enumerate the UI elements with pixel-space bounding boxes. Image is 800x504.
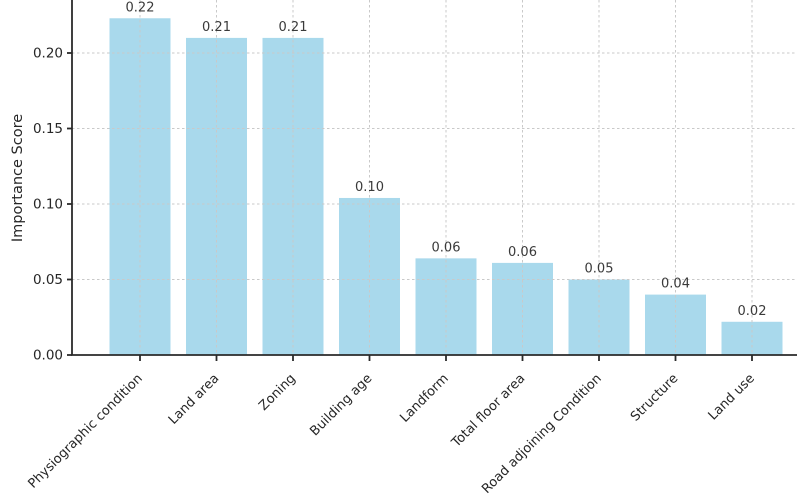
- bar-value-label: 0.06: [508, 245, 537, 260]
- y-tick-label: 0.05: [33, 272, 63, 288]
- bar: [645, 294, 706, 355]
- y-tick-label: 0.20: [33, 46, 63, 62]
- grid-layer: [72, 0, 797, 355]
- y-tick-label: 0.15: [33, 121, 63, 137]
- bar-value-label: 0.04: [661, 277, 690, 292]
- x-tick-label: Zoning: [256, 371, 299, 414]
- y-tick-label: 0.00: [33, 348, 63, 364]
- x-tick-label: Total floor area: [448, 371, 528, 451]
- bar-value-label: 0.10: [355, 180, 384, 195]
- bar-value-label: 0.05: [585, 262, 614, 277]
- ticks-layer: [67, 52, 753, 361]
- x-tick-label: Building age: [307, 371, 375, 439]
- bar-value-label: 0.06: [432, 240, 461, 255]
- x-tick-label: Land use: [706, 371, 758, 423]
- x-tick-label: Landform: [397, 371, 451, 425]
- bar-value-label: 0.22: [126, 0, 155, 15]
- bar: [492, 262, 553, 355]
- x-tick-label: Physiographic condition: [25, 371, 145, 491]
- bar-value-label: 0.21: [279, 20, 308, 35]
- x-tick-label: Land area: [166, 371, 222, 427]
- bar-value-label: 0.02: [738, 304, 767, 319]
- y-axis-title: Importance Score: [10, 114, 26, 242]
- x-tick-label: Structure: [628, 371, 681, 424]
- y-tick-label: 0.10: [33, 197, 63, 213]
- bar-value-label: 0.21: [202, 20, 231, 35]
